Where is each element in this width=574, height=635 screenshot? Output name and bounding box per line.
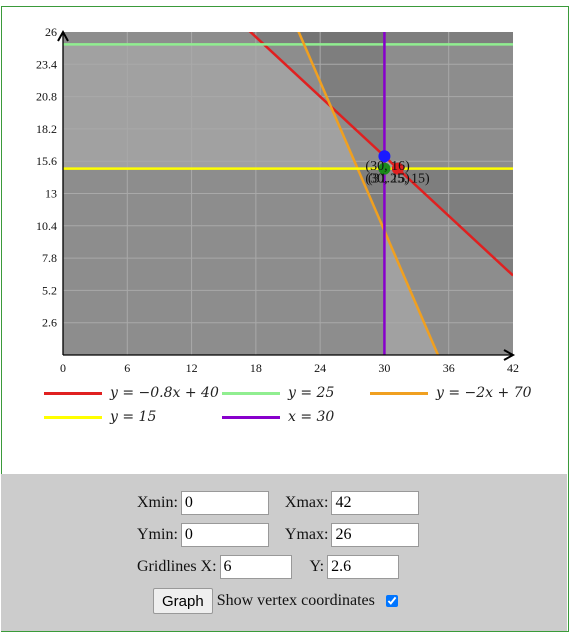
gridx-input[interactable] xyxy=(219,555,292,579)
vertex-label-2: (31.25, 15) xyxy=(368,172,430,187)
controls-panel: Xmin: Xmax: Ymin: Ymax: Gridlines X: Y: … xyxy=(1,474,567,631)
shade-y-lt-15 xyxy=(63,168,513,355)
x-tick-label: 18 xyxy=(250,361,262,375)
y-tick-label: 10.4 xyxy=(36,219,57,233)
vertex-checkbox[interactable] xyxy=(385,595,398,607)
shade-y-gt-25 xyxy=(63,32,513,45)
vertex-label-3: (30, 15) xyxy=(365,172,410,187)
vertex-point-2 xyxy=(391,162,404,175)
legend-swatch-3 xyxy=(370,391,428,395)
legend-label-5: x = 30 xyxy=(288,409,335,425)
y-tick-label: 13 xyxy=(45,187,57,201)
graph-button[interactable]: Graph xyxy=(153,588,213,614)
shade-line1 xyxy=(63,32,513,276)
x-axis-arrow-icon xyxy=(503,349,516,361)
series-line-1 xyxy=(248,32,513,277)
y-tick-label: 2.6 xyxy=(42,316,57,330)
x-tick-label: 36 xyxy=(443,361,455,375)
gridy-label: Y: xyxy=(309,558,325,575)
x-tick-label: 24 xyxy=(314,361,326,375)
gridx-label: Gridlines X: xyxy=(137,558,217,575)
legend-item-2: y = 25 xyxy=(222,382,334,404)
y-tick-label: 20.8 xyxy=(36,90,57,104)
xmax-label: Xmax: xyxy=(284,494,329,511)
xmin-input[interactable] xyxy=(180,491,269,515)
ymin-label: Ymin: xyxy=(137,526,178,543)
legend-item-1: y = −0.8x + 40 xyxy=(44,382,219,404)
x-tick-label: 0 xyxy=(60,361,66,375)
vertex-label-1: (30, 16) xyxy=(365,159,410,174)
y-axis-arrow-icon xyxy=(57,29,69,42)
legend-item-4: y = 15 xyxy=(44,406,156,428)
legend-item-3: y = −2x + 70 xyxy=(370,382,532,404)
legend-label-3: y = −2x + 70 xyxy=(436,385,532,401)
gridy-input[interactable] xyxy=(327,555,400,579)
legend-label-2: y = 25 xyxy=(288,385,335,401)
xmin-label: Xmin: xyxy=(137,494,178,511)
y-tick-label: 18.2 xyxy=(36,122,57,136)
graph-row: Graph Show vertex coordinates xyxy=(153,588,401,614)
y-tick-label: 15.6 xyxy=(36,154,57,168)
gridlines-row: Gridlines X: Y: xyxy=(137,555,400,579)
legend-swatch-1 xyxy=(44,391,102,395)
vertex-label: Show vertex coordinates xyxy=(216,592,375,609)
x-tick-label: 6 xyxy=(124,361,130,375)
vertex-point-3 xyxy=(378,162,391,175)
legend-swatch-5 xyxy=(222,415,280,419)
legend-label-1: y = −0.8x + 40 xyxy=(110,385,219,401)
legend-item-5: x = 30 xyxy=(222,406,334,428)
y-tick-label: 7.8 xyxy=(42,251,57,265)
xmax-input[interactable] xyxy=(331,491,420,515)
xmin-row: Xmin: Xmax: xyxy=(137,491,420,515)
legend-label-4: y = 15 xyxy=(110,409,157,425)
legend: y = −0.8x + 40 y = 25 y = −2x + 70 y = 1… xyxy=(44,380,564,430)
ymin-row: Ymin: Ymax: xyxy=(137,523,420,547)
y-tick-label: 23.4 xyxy=(36,57,57,71)
legend-swatch-2 xyxy=(222,391,280,395)
ymax-input[interactable] xyxy=(331,523,420,547)
ymax-label: Ymax: xyxy=(284,526,329,543)
x-tick-label: 30 xyxy=(378,361,390,375)
y-tick-label: 26 xyxy=(45,25,57,39)
x-tick-label: 42 xyxy=(507,361,519,375)
graph-canvas[interactable]: 0 6 12 18 24 30 36 42 2.6 5.2 7.8 10.4 13 15.6 18.2 20.… xyxy=(0,0,574,380)
legend-swatch-4 xyxy=(44,415,102,419)
vertex-point-1 xyxy=(378,150,391,163)
ymin-input[interactable] xyxy=(180,523,269,547)
x-tick-label: 12 xyxy=(186,361,198,375)
y-tick-label: 5.2 xyxy=(42,283,57,297)
